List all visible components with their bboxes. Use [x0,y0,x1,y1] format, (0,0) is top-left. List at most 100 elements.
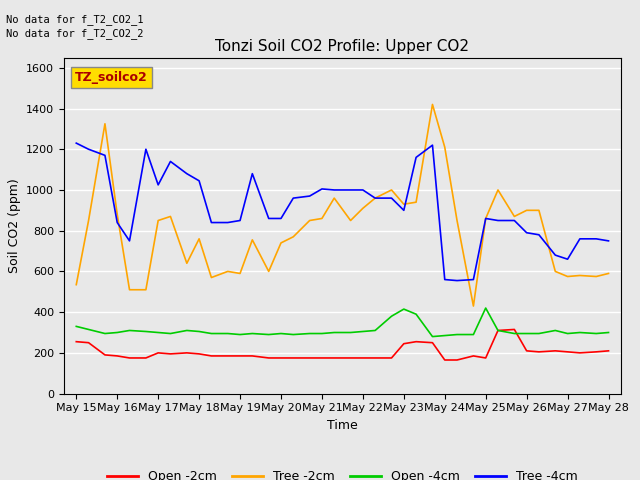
Open -4cm [535,331,543,336]
Open -2cm [412,339,420,345]
Tree -4cm [224,220,232,226]
Tree -2cm [142,287,150,293]
Open -4cm [576,330,584,336]
Open -4cm [236,332,244,337]
Tree -4cm [142,146,150,152]
Open -4cm [494,327,502,333]
Tree -4cm [289,195,297,201]
Tree -4cm [470,276,477,282]
Tree -4cm [482,216,490,221]
Tree -4cm [535,232,543,238]
Open -4cm [429,334,436,339]
Open -2cm [552,348,559,354]
Tree -4cm [576,236,584,242]
Open -4cm [359,329,367,335]
Open -2cm [593,349,600,355]
Open -2cm [400,341,408,347]
Open -2cm [277,355,285,361]
Tree -2cm [605,271,612,276]
Open -4cm [142,329,150,335]
Open -4cm [84,326,92,332]
Text: No data for f_T2_CO2_2: No data for f_T2_CO2_2 [6,28,144,39]
Open -4cm [224,331,232,336]
Tree -2cm [400,201,408,207]
Open -4cm [371,327,379,333]
Open -2cm [125,355,133,361]
Open -4cm [248,331,256,336]
Tree -4cm [371,195,379,201]
Tree -2cm [552,268,559,274]
Open -4cm [523,331,531,336]
Text: No data for f_T2_CO2_1: No data for f_T2_CO2_1 [6,13,144,24]
Line: Tree -4cm: Tree -4cm [76,143,609,281]
Tree -2cm [494,187,502,193]
Open -2cm [482,355,490,361]
Open -2cm [207,353,215,359]
Tree -2cm [470,303,477,309]
Open -2cm [564,349,572,355]
Open -2cm [441,357,449,363]
Tree -2cm [154,217,162,223]
Open -4cm [605,330,612,336]
Open -4cm [552,327,559,333]
Open -2cm [166,351,174,357]
Tree -4cm [183,171,191,177]
Open -4cm [441,333,449,338]
Open -2cm [388,355,396,361]
Tree -4cm [306,193,314,199]
Tree -4cm [72,140,80,146]
Open -2cm [605,348,612,354]
Tree -2cm [593,274,600,279]
Tree -2cm [318,216,326,221]
Open -2cm [265,355,273,361]
Open -4cm [388,313,396,319]
Open -4cm [593,331,600,336]
Tree -4cm [125,238,133,244]
Tree -4cm [593,236,600,242]
Tree -2cm [72,282,80,288]
Open -2cm [371,355,379,361]
Open -2cm [429,340,436,346]
Open -4cm [318,331,326,336]
Tree -2cm [265,268,273,274]
Tree -2cm [347,217,355,223]
Tree -2cm [388,187,396,193]
Open -4cm [470,332,477,337]
Tree -2cm [535,207,543,213]
Tree -2cm [482,216,490,221]
Tree -4cm [330,187,338,193]
Open -4cm [412,312,420,317]
Tree -4cm [400,207,408,213]
Open -4cm [400,306,408,312]
Open -2cm [248,353,256,359]
Tree -4cm [248,171,256,177]
Tree -4cm [113,220,121,226]
Tree -4cm [552,252,559,258]
X-axis label: Time: Time [327,419,358,432]
Tree -2cm [330,195,338,201]
Tree -4cm [388,195,396,201]
Tree -2cm [429,102,436,108]
Tree -4cm [441,276,449,282]
Tree -2cm [224,268,232,274]
Open -4cm [101,331,109,336]
Tree -2cm [183,260,191,266]
Open -4cm [113,330,121,336]
Open -4cm [347,330,355,336]
Tree -4cm [523,230,531,236]
Tree -2cm [207,275,215,280]
Tree -2cm [236,271,244,276]
Open -4cm [195,329,203,335]
Open -2cm [113,353,121,359]
Open -2cm [494,327,502,333]
Line: Open -2cm: Open -2cm [76,329,609,360]
Tree -2cm [248,237,256,243]
Open -2cm [183,350,191,356]
Tree -2cm [113,212,121,217]
Tree -4cm [84,146,92,152]
Open -2cm [359,355,367,361]
Open -4cm [125,327,133,333]
Open -2cm [306,355,314,361]
Tree -4cm [347,187,355,193]
Open -4cm [265,332,273,337]
